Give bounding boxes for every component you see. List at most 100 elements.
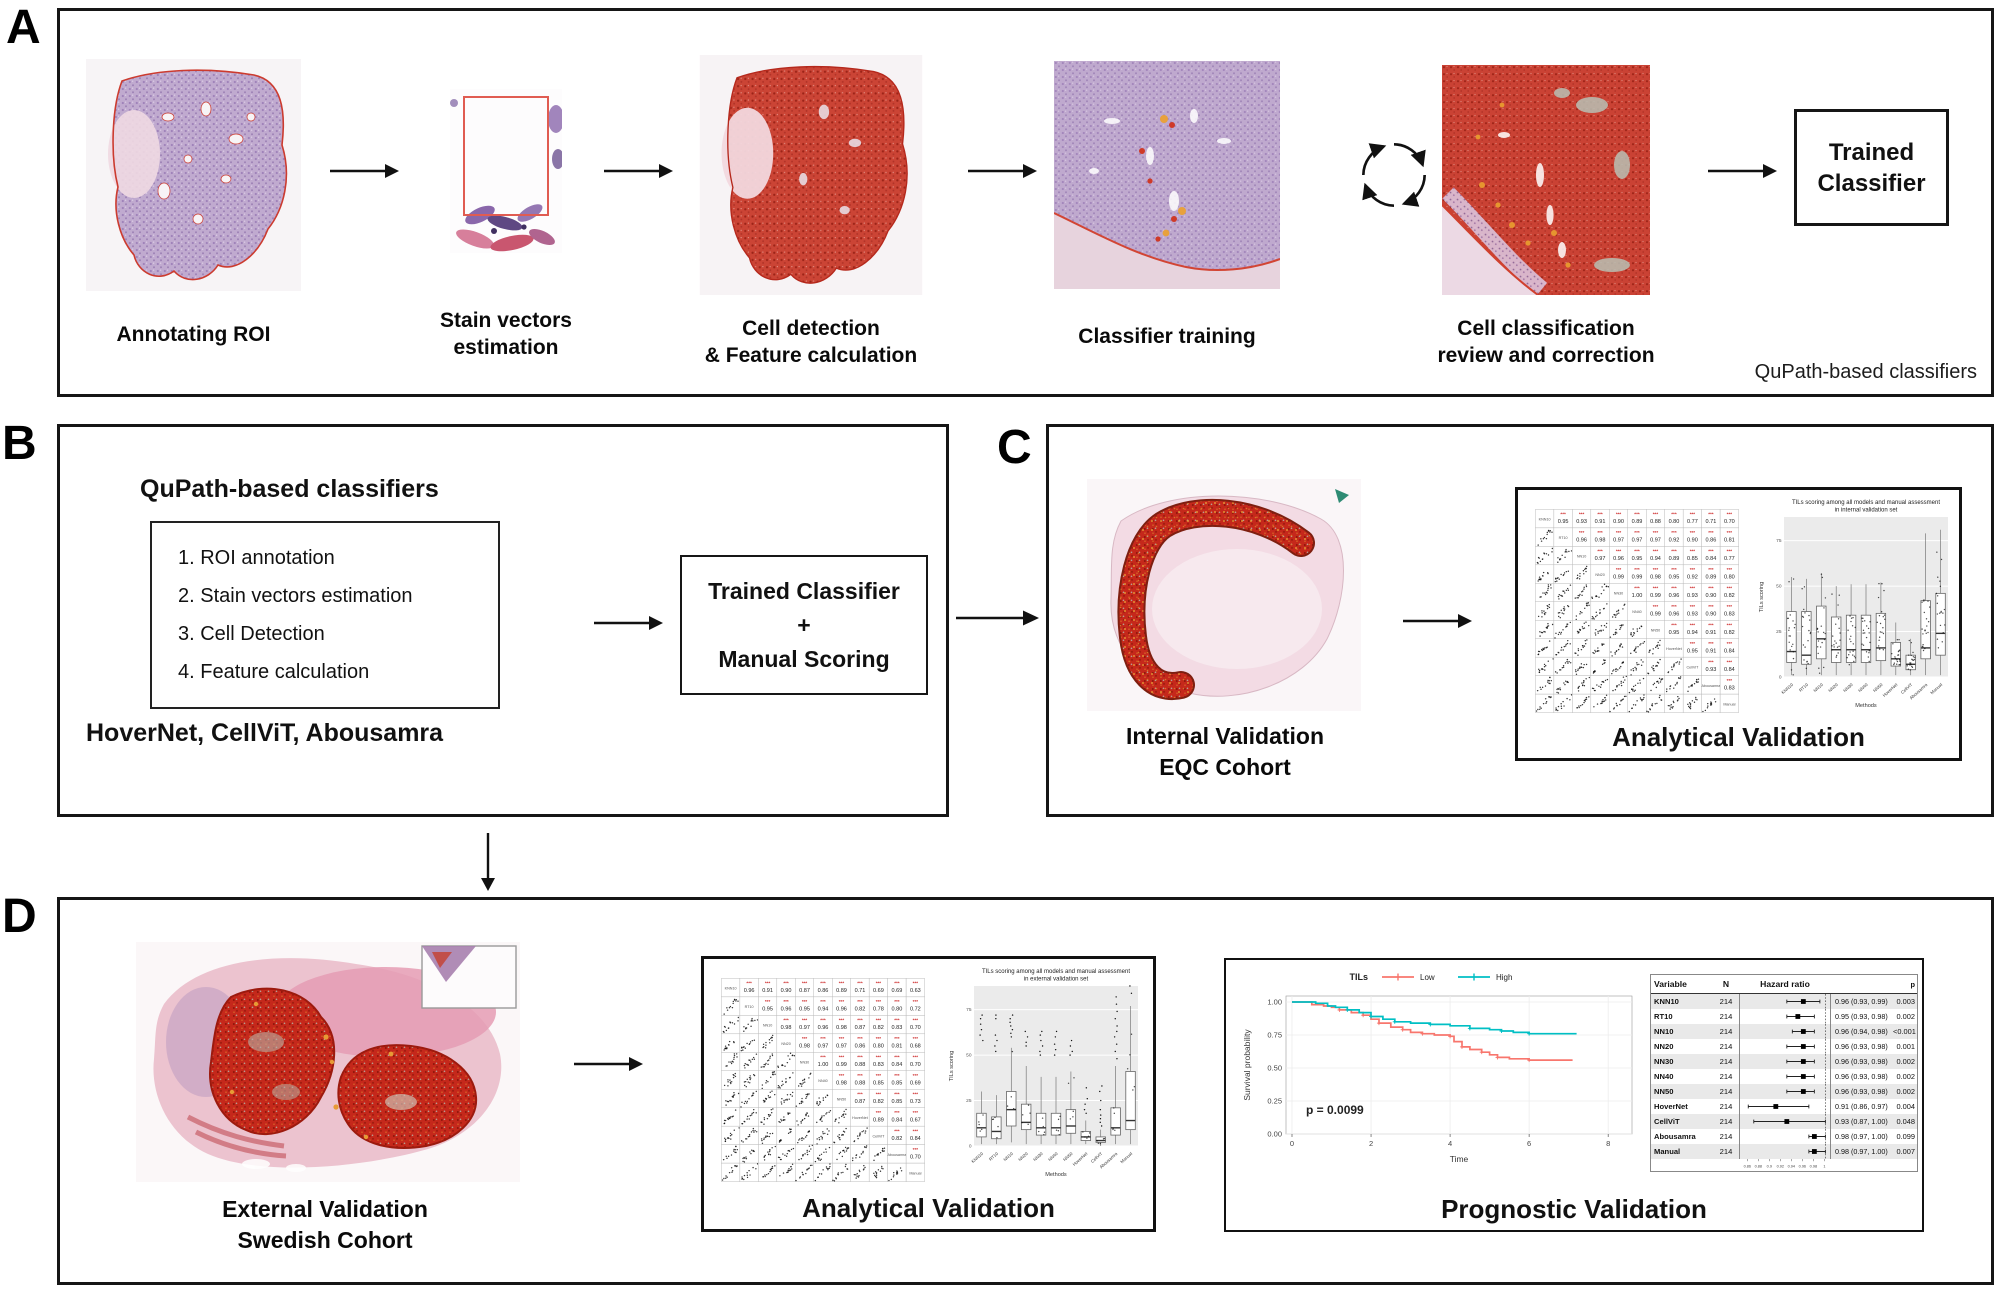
box-RT10	[1801, 578, 1812, 676]
x-tick-label: KNN10	[970, 1151, 984, 1164]
pairs-significance: ***	[857, 1055, 863, 1060]
jitter-points	[1935, 551, 1946, 649]
pairs-correlation-value: 0.70	[1724, 519, 1735, 525]
pairs-significance: ***	[1690, 604, 1696, 609]
analytical-validation-box-internal: KNN10 *** 0.95 *** 0.93 *** 0.91 *** 0.90 *** 0.89…	[1515, 487, 1962, 761]
pairs-correlation-value: 0.90	[1706, 593, 1717, 599]
forest-row: NN50 214 0.96 (0.93, 0.98) 0.002	[1651, 1084, 1917, 1099]
forest-n: 214	[1719, 1012, 1733, 1021]
forest-ci-text: 0.93 (0.87, 1.00)	[1835, 1117, 1888, 1126]
pairs-scatter	[1574, 639, 1588, 656]
pairs-significance: ***	[839, 981, 845, 986]
km-plot: TILs Low High 0.00 0.25 0.50 0.75 1.00 0 2 4 6 8 p = …	[1236, 966, 1640, 1182]
pairs-significance: ***	[1727, 604, 1733, 609]
forest-ci-text: 0.98 (0.97, 1.00)	[1835, 1147, 1888, 1156]
box-NN40	[1050, 1030, 1062, 1145]
caption-line: Internal Validation	[1125, 723, 1325, 749]
boxplot-title: TILs scoring among all models and manual…	[1792, 500, 1940, 506]
y-tick-label: 50	[1776, 584, 1782, 590]
pairs-cell	[1572, 564, 1592, 584]
pairs-cell	[1627, 656, 1647, 676]
analytical-validation-title: Analytical Validation	[802, 1193, 1055, 1223]
pairs-correlation-value: 0.71	[1706, 519, 1717, 525]
pairs-significance: ***	[876, 1036, 882, 1041]
pairs-correlation-value: 0.70	[910, 1062, 921, 1068]
pairs-correlation-value: 0.88	[855, 1081, 866, 1087]
pairs-correlation-value: 0.84	[1706, 556, 1717, 562]
flow-arrow-icon	[592, 613, 664, 638]
pairs-scatter	[836, 1146, 850, 1161]
pairs-scatter	[760, 1108, 774, 1125]
jitter-points	[1787, 578, 1796, 676]
forest-ci-text: 0.96 (0.94, 0.98)	[1835, 1027, 1888, 1036]
pairs-cell	[1590, 693, 1610, 713]
pairs-scatter	[725, 1092, 740, 1106]
pairs-diagonal-label: Manual	[909, 1171, 921, 1175]
forest-n: 214	[1719, 997, 1733, 1006]
panel-c-letter: C	[997, 421, 1032, 474]
pairs-cell	[739, 1070, 759, 1090]
x-tick-label: HoverNet	[1882, 681, 1899, 697]
pairs-significance: ***	[913, 1092, 919, 1097]
pairs-significance: ***	[857, 1092, 863, 1097]
pairs-significance: ***	[876, 1055, 882, 1060]
pairs-significance: ***	[1653, 567, 1659, 572]
pairs-significance: ***	[1727, 641, 1733, 646]
forest-ci-text: 0.96 (0.93, 0.98)	[1835, 1057, 1888, 1066]
pairs-cell	[758, 1107, 778, 1127]
pairs-scatter	[1575, 602, 1590, 621]
box-NN10	[1006, 1014, 1017, 1143]
forest-n: 214	[1719, 1027, 1733, 1036]
pairs-significance: ***	[783, 1018, 789, 1023]
forest-p-value: 0.099	[1896, 1132, 1916, 1141]
forest-ci	[1808, 1129, 1826, 1144]
forest-row: CellViT 214 0.93 (0.87, 1.00) 0.048	[1651, 1114, 1917, 1129]
pairs-diagonal-label: RT10	[1559, 536, 1568, 540]
jitter-points	[991, 1014, 999, 1139]
pairs-significance: ***	[1634, 567, 1640, 572]
pairs-diagonal-label: CellViT	[1687, 665, 1700, 669]
pairs-cell	[739, 1144, 759, 1164]
pairs-significance: ***	[1653, 604, 1659, 609]
pairs-cell	[721, 1144, 741, 1164]
forest-header-cell: Hazard ratio	[1760, 979, 1810, 989]
annotated-cell-dots	[1139, 115, 1186, 242]
forest-ci	[1786, 994, 1826, 1009]
pairs-correlation-value: 0.67	[910, 1118, 921, 1124]
forest-ci	[1786, 1069, 1826, 1084]
pairs-scatter	[1609, 624, 1624, 638]
caption-line: estimation	[453, 336, 559, 359]
pairs-cell	[758, 1144, 778, 1164]
internal-validation-caption: Internal Validation EQC Cohort	[1077, 721, 1373, 783]
y-tick-label: 50	[966, 1053, 972, 1059]
pairs-correlation-value: 0.89	[873, 1118, 884, 1124]
km-y-tick: 0.50	[1267, 1064, 1282, 1073]
trained-classifier-box: Trained Classifier	[1794, 109, 1949, 226]
pairs-scatter	[1537, 529, 1553, 546]
forest-row: Abousamra 214 0.98 (0.97, 1.00) 0.099	[1651, 1129, 1917, 1144]
pairs-scatter	[761, 1071, 776, 1090]
panel-d-letter: D	[2, 890, 37, 943]
caption-line: review and correction	[1437, 344, 1655, 367]
pairs-significance: ***	[802, 981, 808, 986]
stain-vectors-thumbnail	[450, 89, 562, 253]
pairs-significance: ***	[1690, 641, 1696, 646]
forest-axis-row: 0.86 0.88 0.9 0.92 0.94 0.96 0.98 1	[1651, 1159, 1917, 1172]
classifier-training-art	[1054, 61, 1280, 289]
pairs-significance: ***	[894, 1110, 900, 1115]
pairs-significance: ***	[1708, 586, 1714, 591]
annotated-roi-art	[86, 59, 301, 291]
forest-p-value: 0.048	[1896, 1117, 1916, 1126]
pairs-correlation-value: 0.96	[818, 1025, 829, 1031]
forest-ci-text: 0.91 (0.86, 0.97)	[1835, 1102, 1888, 1111]
caption-line: Swedish Cohort	[237, 1227, 413, 1253]
km-x-tick: 6	[1527, 1139, 1531, 1148]
forest-variable: Abousamra	[1654, 1132, 1696, 1141]
forest-ci-text: 0.96 (0.93, 0.98)	[1835, 1072, 1888, 1081]
pairs-scatter	[888, 1167, 903, 1182]
pairs-significance: ***	[876, 1018, 882, 1023]
forest-variable: NN40	[1654, 1072, 1674, 1081]
km-x-tick: 4	[1448, 1139, 1452, 1148]
pairs-scatter	[777, 1072, 794, 1089]
km-y-tick: 1.00	[1267, 998, 1282, 1007]
